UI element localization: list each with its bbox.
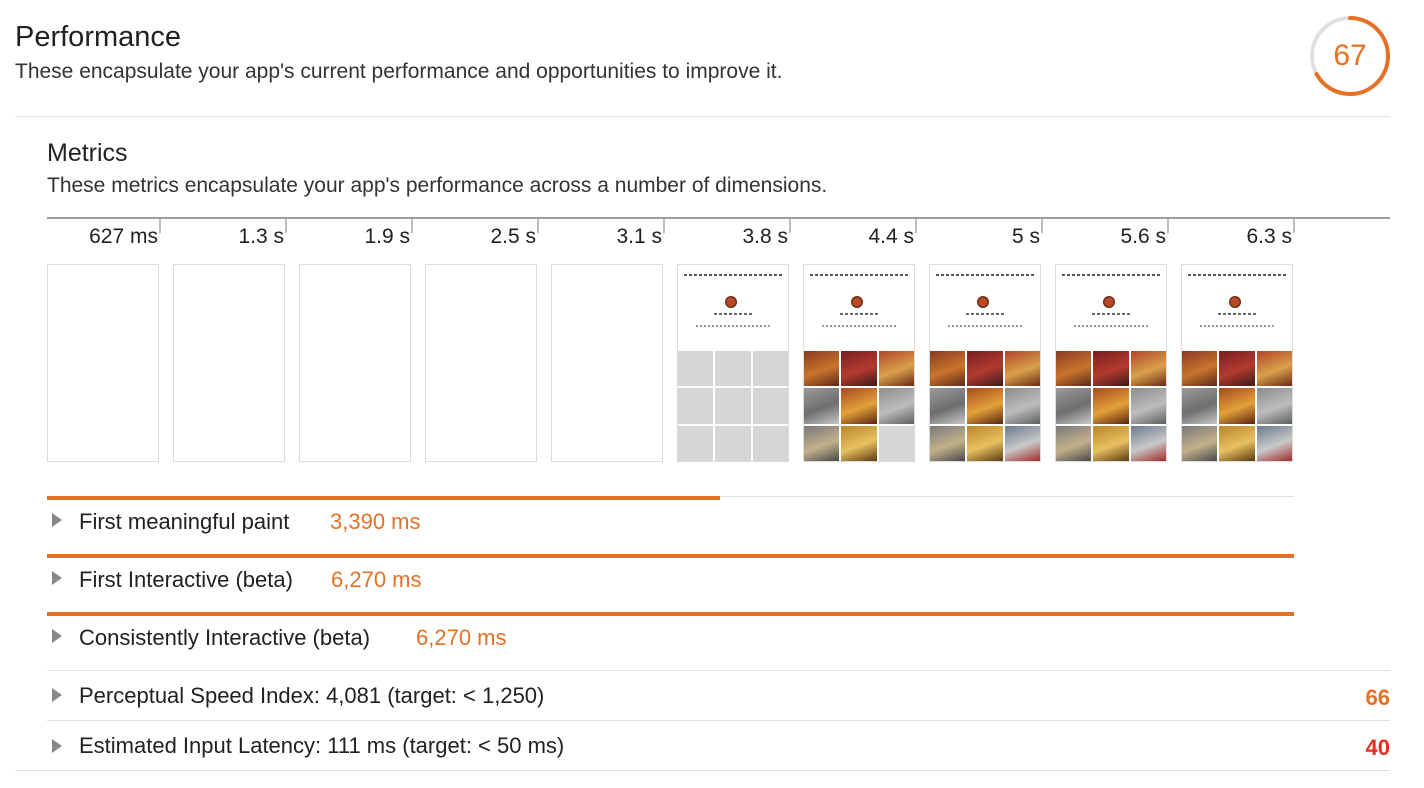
filmstrip-tick <box>1041 219 1043 233</box>
filmstrip-frame <box>929 264 1041 462</box>
filmstrip-timestamp: 1.9 s <box>364 225 410 248</box>
filmstrip-axis <box>47 217 1390 219</box>
filmstrip-tick <box>789 219 791 233</box>
divider <box>47 670 1390 671</box>
filmstrip-timestamp: 2.5 s <box>490 225 536 248</box>
filmstrip-tick <box>285 219 287 233</box>
filmstrip-timestamp: 5.6 s <box>1120 225 1166 248</box>
filmstrip-frame <box>677 264 789 462</box>
filmstrip-frame <box>425 264 537 462</box>
filmstrip-frame <box>1055 264 1167 462</box>
filmstrip-frame <box>47 264 159 462</box>
caret-right-icon[interactable] <box>52 571 62 585</box>
caret-right-icon[interactable] <box>52 739 62 753</box>
caret-right-icon[interactable] <box>52 688 62 702</box>
filmstrip-tick <box>159 219 161 233</box>
metrics-description: These metrics encapsulate your app's per… <box>47 174 828 197</box>
page-title: Performance <box>15 21 182 53</box>
filmstrip-tick <box>1293 219 1295 233</box>
score-gauge: 67 <box>1308 14 1392 98</box>
consistently-interactive-value: 6,270 ms <box>416 625 507 650</box>
filmstrip-frame <box>1181 264 1293 462</box>
filmstrip-frame <box>803 264 915 462</box>
consistently-interactive-bar <box>47 612 1294 616</box>
divider <box>47 720 1390 721</box>
filmstrip-timestamp: 4.4 s <box>868 225 914 248</box>
speed-index-label[interactable]: Perceptual Speed Index: 4,081 (target: <… <box>79 683 545 708</box>
first-interactive-bar <box>47 554 1294 558</box>
filmstrip-timestamp: 1.3 s <box>238 225 284 248</box>
filmstrip-timestamp: 3.8 s <box>742 225 788 248</box>
caret-right-icon[interactable] <box>52 513 62 527</box>
first-interactive-label[interactable]: First Interactive (beta) <box>79 567 293 592</box>
filmstrip-frame <box>551 264 663 462</box>
filmstrip-frame <box>299 264 411 462</box>
speed-index-score: 66 <box>1365 685 1390 710</box>
first-meaningful-paint-bar <box>47 496 720 500</box>
divider <box>15 116 1390 117</box>
filmstrip-tick <box>663 219 665 233</box>
first-interactive-value: 6,270 ms <box>331 567 422 592</box>
score-ring-icon <box>1310 16 1390 96</box>
filmstrip-timestamp: 627 ms <box>89 225 158 248</box>
caret-right-icon[interactable] <box>52 629 62 643</box>
filmstrip-tick <box>1167 219 1169 233</box>
filmstrip-timestamp: 6.3 s <box>1246 225 1292 248</box>
filmstrip-frame <box>173 264 285 462</box>
divider <box>15 770 1390 771</box>
input-latency-score: 40 <box>1365 735 1390 760</box>
score-value: 67 <box>1333 39 1367 72</box>
page-description: These encapsulate your app's current per… <box>15 60 783 83</box>
filmstrip-timestamp: 5 s <box>1011 225 1040 248</box>
consistently-interactive-label[interactable]: Consistently Interactive (beta) <box>79 625 371 650</box>
filmstrip-tick <box>915 219 917 233</box>
filmstrip-timestamp: 3.1 s <box>616 225 662 248</box>
filmstrip-tick <box>537 219 539 233</box>
first-meaningful-paint-label[interactable]: First meaningful paint <box>79 509 290 534</box>
metrics-title: Metrics <box>47 139 128 167</box>
input-latency-label[interactable]: Estimated Input Latency: 111 ms (target:… <box>79 733 565 758</box>
first-meaningful-paint-value: 3,390 ms <box>330 509 421 534</box>
filmstrip-tick <box>411 219 413 233</box>
